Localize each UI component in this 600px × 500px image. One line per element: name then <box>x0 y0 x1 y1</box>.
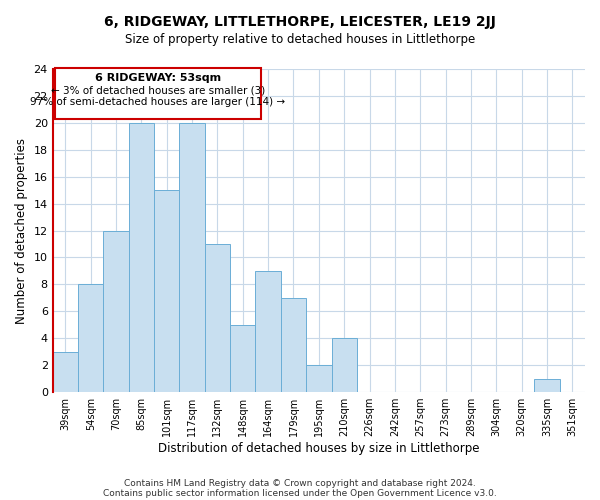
Y-axis label: Number of detached properties: Number of detached properties <box>15 138 28 324</box>
Bar <box>306 365 332 392</box>
Text: Contains HM Land Registry data © Crown copyright and database right 2024.: Contains HM Land Registry data © Crown c… <box>124 478 476 488</box>
Text: ← 3% of detached houses are smaller (3): ← 3% of detached houses are smaller (3) <box>51 85 265 95</box>
Bar <box>78 284 103 392</box>
Bar <box>205 244 230 392</box>
Text: 97% of semi-detached houses are larger (114) →: 97% of semi-detached houses are larger (… <box>31 98 286 108</box>
Text: 6 RIDGEWAY: 53sqm: 6 RIDGEWAY: 53sqm <box>95 73 221 83</box>
Text: Size of property relative to detached houses in Littlethorpe: Size of property relative to detached ho… <box>125 32 475 46</box>
Bar <box>256 271 281 392</box>
Bar <box>154 190 179 392</box>
Bar <box>179 123 205 392</box>
Bar <box>281 298 306 392</box>
Bar <box>129 123 154 392</box>
Text: Contains public sector information licensed under the Open Government Licence v3: Contains public sector information licen… <box>103 488 497 498</box>
Bar <box>535 378 560 392</box>
Bar <box>332 338 357 392</box>
Bar <box>230 325 256 392</box>
Bar <box>103 230 129 392</box>
FancyBboxPatch shape <box>55 68 260 119</box>
X-axis label: Distribution of detached houses by size in Littlethorpe: Distribution of detached houses by size … <box>158 442 479 455</box>
Bar <box>53 352 78 392</box>
Text: 6, RIDGEWAY, LITTLETHORPE, LEICESTER, LE19 2JJ: 6, RIDGEWAY, LITTLETHORPE, LEICESTER, LE… <box>104 15 496 29</box>
